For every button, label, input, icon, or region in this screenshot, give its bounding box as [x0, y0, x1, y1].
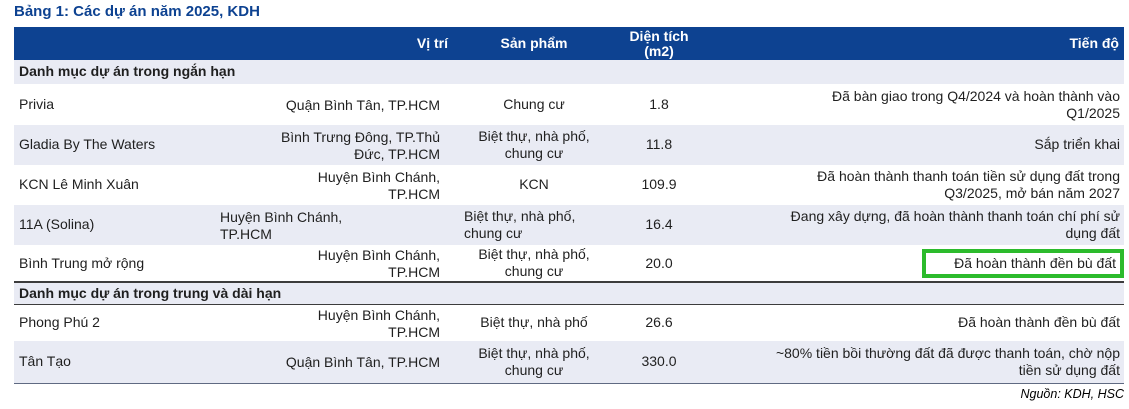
cell-progress: ~80% tiền bồi thường đất đã được thanh t…	[704, 341, 1124, 384]
table-row-privia: Privia Quận Bình Tân, TP.HCM Chung cư 1.…	[14, 84, 1124, 125]
table-row-binh-trung-mo-rong: Bình Trung mở rộng Huyện Bình Chánh, TP.…	[14, 245, 1124, 282]
cell-location: Huyện Bình Chánh, TP.HCM	[317, 306, 440, 340]
cell-product: Biệt thự, nhà phố, chung cư	[454, 341, 614, 384]
col-header-location: Vị trí	[214, 27, 454, 60]
section-header-mid-long-term: Danh mục dự án trong trung và dài hạn	[14, 281, 1124, 305]
cell-progress: Đã hoàn thành đền bù đất	[958, 314, 1120, 331]
cell-product: Biệt thự, nhà phố, chung cư	[454, 125, 614, 165]
cell-product: Chung cư	[503, 96, 565, 113]
cell-product: Biệt thự, nhà phố	[480, 314, 588, 331]
cell-location: Huyện Bình Chánh, TP.HCM	[317, 247, 440, 281]
source-note: Nguồn: KDH, HSC	[1020, 386, 1124, 401]
highlight-box: Đã hoàn thành đền bù đất	[922, 248, 1124, 278]
cell-location: Quận Bình Tân, TP.HCM	[214, 341, 454, 384]
table-row-11a-solina: 11A (Solina) Huyện Bình Chánh, TP.HCM Bi…	[14, 205, 1124, 245]
table-row-tan-tao: Tân Tạo Quận Bình Tân, TP.HCM Biệt thự, …	[14, 341, 1124, 384]
cell-area: 20.0	[645, 254, 673, 271]
col-header-area-line1: Diện tích	[629, 27, 689, 44]
cell-project-name: Phong Phú 2	[19, 314, 100, 331]
cell-product: Biệt thự, nhà phố, chung cư	[478, 246, 590, 280]
page-title: Bảng 1: Các dự án năm 2025, KDH	[14, 3, 260, 20]
cell-project-name: Gladia By The Waters	[14, 125, 214, 165]
cell-project-name: Tân Tạo	[14, 341, 214, 384]
cell-progress: Sắp triển khai	[704, 125, 1124, 165]
cell-project-name: Privia	[19, 96, 55, 113]
cell-location: Quận Bình Tân, TP.HCM	[285, 97, 440, 114]
col-header-project	[14, 27, 214, 60]
cell-progress-text: Đã hoàn thành đền bù đất	[954, 254, 1116, 271]
cell-progress: Đã bàn giao trong Q4/2024 và hoàn thành …	[832, 87, 1120, 121]
col-header-area: Diện tích (m2)	[614, 27, 704, 60]
section-label: Danh mục dự án trong trung và dài hạn	[14, 281, 1124, 305]
cell-project-name: KCN Lê Minh Xuân	[19, 176, 139, 193]
cell-product: KCN	[519, 176, 549, 193]
table-row-kcn-le-minh-xuan: KCN Lê Minh Xuân Huyện Bình Chánh, TP.HC…	[14, 165, 1124, 205]
projects-table: Vị trí Sản phẩm Diện tích (m2) Tiến độ D…	[14, 27, 1124, 384]
col-header-progress: Tiến độ	[704, 27, 1124, 60]
table-row-gladia: Gladia By The Waters Bình Trưng Đông, TP…	[14, 125, 1124, 165]
cell-product: Biệt thự, nhà phố, chung cư	[454, 205, 614, 245]
cell-area: 109.9	[641, 176, 677, 193]
cell-project-name: Bình Trung mở rộng	[19, 254, 145, 271]
cell-location: Huyện Bình Chánh, TP.HCM	[214, 205, 454, 245]
col-header-area-line2: (m2)	[644, 42, 674, 59]
table-header-row: Vị trí Sản phẩm Diện tích (m2) Tiến độ	[14, 27, 1124, 60]
cell-progress: Đã hoàn thành đền bù đất	[704, 245, 1124, 282]
cell-area: 26.6	[645, 314, 673, 331]
col-header-product: Sản phẩm	[454, 27, 614, 60]
cell-area: 16.4	[614, 205, 704, 245]
cell-progress: Đã hoàn thành thanh toán tiền sử dụng đấ…	[817, 167, 1120, 201]
cell-area: 11.8	[614, 125, 704, 165]
cell-area: 1.8	[649, 96, 669, 113]
cell-project-name: 11A (Solina)	[14, 205, 214, 245]
table-row-phong-phu-2: Phong Phú 2 Huyện Bình Chánh, TP.HCM Biệ…	[14, 304, 1124, 341]
cell-location: Bình Trưng Đông, TP.Thủ Đức, TP.HCM	[214, 125, 454, 165]
section-label: Danh mục dự án trong ngắn hạn	[14, 60, 1124, 85]
cell-progress: Đang xây dựng, đã hoàn thành thanh toán …	[704, 205, 1124, 245]
cell-area: 330.0	[614, 341, 704, 384]
cell-location: Huyện Bình Chánh, TP.HCM	[317, 168, 440, 202]
section-header-short-term: Danh mục dự án trong ngắn hạn	[14, 60, 1124, 85]
